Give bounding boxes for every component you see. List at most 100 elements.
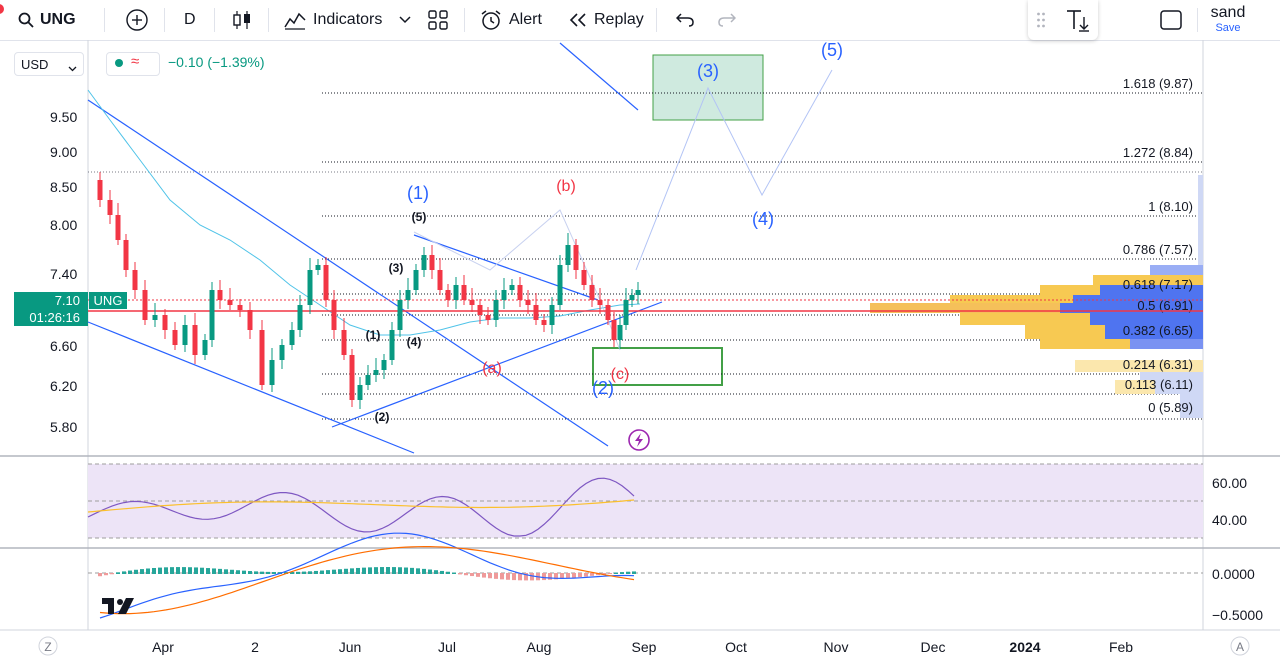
macd-bar	[338, 569, 342, 574]
currency-selector[interactable]: USD	[14, 52, 84, 76]
candle-body	[541, 320, 547, 325]
fib-label: 1 (8.10)	[1148, 199, 1193, 214]
price-axis-label: 8.00	[50, 217, 77, 233]
macd-bar	[428, 569, 432, 574]
macd-bar	[380, 567, 384, 574]
macd-bar	[590, 573, 594, 576]
macd-bar	[326, 570, 330, 574]
macd-bar	[302, 571, 306, 574]
macd-bar	[122, 571, 126, 574]
undo-button[interactable]	[676, 0, 694, 40]
macd-bar	[266, 571, 270, 574]
candle-body	[597, 300, 603, 305]
macd-line	[99, 532, 635, 619]
macd-bar	[164, 567, 168, 574]
candle-body	[182, 325, 188, 345]
macd-bar	[632, 571, 636, 574]
macd-bar	[392, 567, 396, 574]
macd-bar	[608, 573, 612, 575]
candle-body	[115, 215, 121, 240]
templates-button[interactable]	[428, 0, 448, 40]
fib-retracement[interactable]	[88, 92, 1203, 420]
chevron-down-icon	[399, 16, 411, 24]
chevron-down-icon	[68, 60, 77, 75]
macd-bar	[146, 568, 150, 574]
wave-label-5: (5)	[821, 40, 843, 60]
price-change: −0.10 (−1.39%)	[168, 54, 265, 70]
macd-bar	[368, 567, 372, 574]
macd-bar	[440, 570, 444, 574]
replay-label: Replay	[594, 11, 644, 28]
time-axis-label: Feb	[1109, 639, 1133, 655]
candle-body	[445, 290, 451, 300]
price-axis[interactable]: 9.50 9.00 8.50 8.00 7.40 6.60 6.20 5.80	[50, 109, 77, 435]
last-price-tag: 7.10 01:26:16	[14, 292, 88, 326]
macd-axis-label: 0.0000	[1212, 566, 1255, 582]
subwave-label-1: (1)	[366, 328, 381, 342]
macd-bar	[452, 572, 456, 574]
data-status-pill[interactable]: ≈	[106, 52, 160, 76]
candles[interactable]	[97, 172, 641, 409]
macd-bar	[314, 570, 318, 574]
interval-button[interactable]: D	[184, 11, 196, 28]
notification-dot	[0, 4, 4, 14]
symbol-search-button[interactable]: UNG	[18, 0, 76, 40]
macd-bar	[176, 567, 180, 574]
projected-wave-path	[635, 69, 833, 271]
subwave-label-3: (3)	[389, 261, 404, 275]
divider	[104, 8, 105, 32]
chart-canvas[interactable]: 9.50 9.00 8.50 8.00 7.40 6.60 6.20 5.80	[0, 40, 1280, 658]
macd-bar	[140, 569, 144, 574]
time-axis[interactable]: Apr 2 Jun Jul Aug Sep Oct Nov Dec 2024 F…	[152, 639, 1133, 655]
macd-bar	[356, 567, 360, 574]
indicators-button[interactable]: Indicators	[284, 0, 382, 40]
chart-area[interactable]: 9.50 9.00 8.50 8.00 7.40 6.60 6.20 5.80	[0, 40, 1280, 658]
timezone-button[interactable]: Z	[38, 636, 58, 656]
rsi-ma-line	[87, 499, 635, 513]
subwave-label-5: (5)	[412, 210, 427, 224]
macd-bar	[188, 567, 192, 574]
compare-symbol-button[interactable]	[126, 0, 148, 40]
macd-bar	[416, 568, 420, 574]
fib-label: 1.618 (9.87)	[1123, 76, 1193, 91]
indicators-dropdown[interactable]	[399, 0, 411, 40]
macd-bar	[614, 572, 618, 574]
candle-body	[397, 300, 403, 330]
support-zone-box[interactable]	[592, 347, 723, 386]
macd-bar	[524, 573, 528, 581]
candle-body	[635, 290, 641, 295]
macd-bar	[296, 571, 300, 574]
macd-bar	[98, 573, 102, 577]
square-icon	[1160, 10, 1182, 30]
macd-bar	[152, 567, 156, 574]
lightning-icon[interactable]	[628, 429, 650, 451]
wave-label-a: (a)	[482, 360, 502, 377]
macd-bar	[626, 571, 630, 574]
replay-button[interactable]: Replay	[568, 0, 644, 40]
alert-label: Alert	[509, 11, 542, 28]
layout-save-button[interactable]: sand Save	[1208, 4, 1248, 35]
macd-bar	[542, 573, 546, 581]
macd-bar	[230, 569, 234, 574]
bar-countdown: 01:26:16	[29, 310, 80, 325]
redo-button[interactable]	[718, 0, 736, 40]
trend-channel[interactable]	[87, 42, 663, 454]
drag-handle-icon[interactable]	[1036, 12, 1046, 33]
text-tool-icon[interactable]	[1064, 7, 1090, 38]
alert-button[interactable]: Alert	[480, 0, 542, 40]
macd-bar	[110, 573, 114, 575]
candle-body	[323, 265, 329, 300]
chart-type-button[interactable]	[232, 0, 252, 40]
macd-bar	[128, 570, 132, 574]
wave-label-4: (4)	[752, 209, 774, 229]
fullscreen-button[interactable]	[1160, 0, 1182, 40]
candle-body	[315, 265, 321, 270]
auto-scale-button[interactable]: A	[1230, 636, 1250, 656]
fib-label: 0 (5.89)	[1148, 400, 1193, 415]
macd-bar	[194, 567, 198, 574]
alarm-clock-icon	[480, 9, 502, 31]
candle-body	[132, 270, 138, 290]
candle-body	[123, 240, 129, 270]
candle-body	[162, 315, 168, 330]
moving-average-line	[87, 89, 641, 336]
